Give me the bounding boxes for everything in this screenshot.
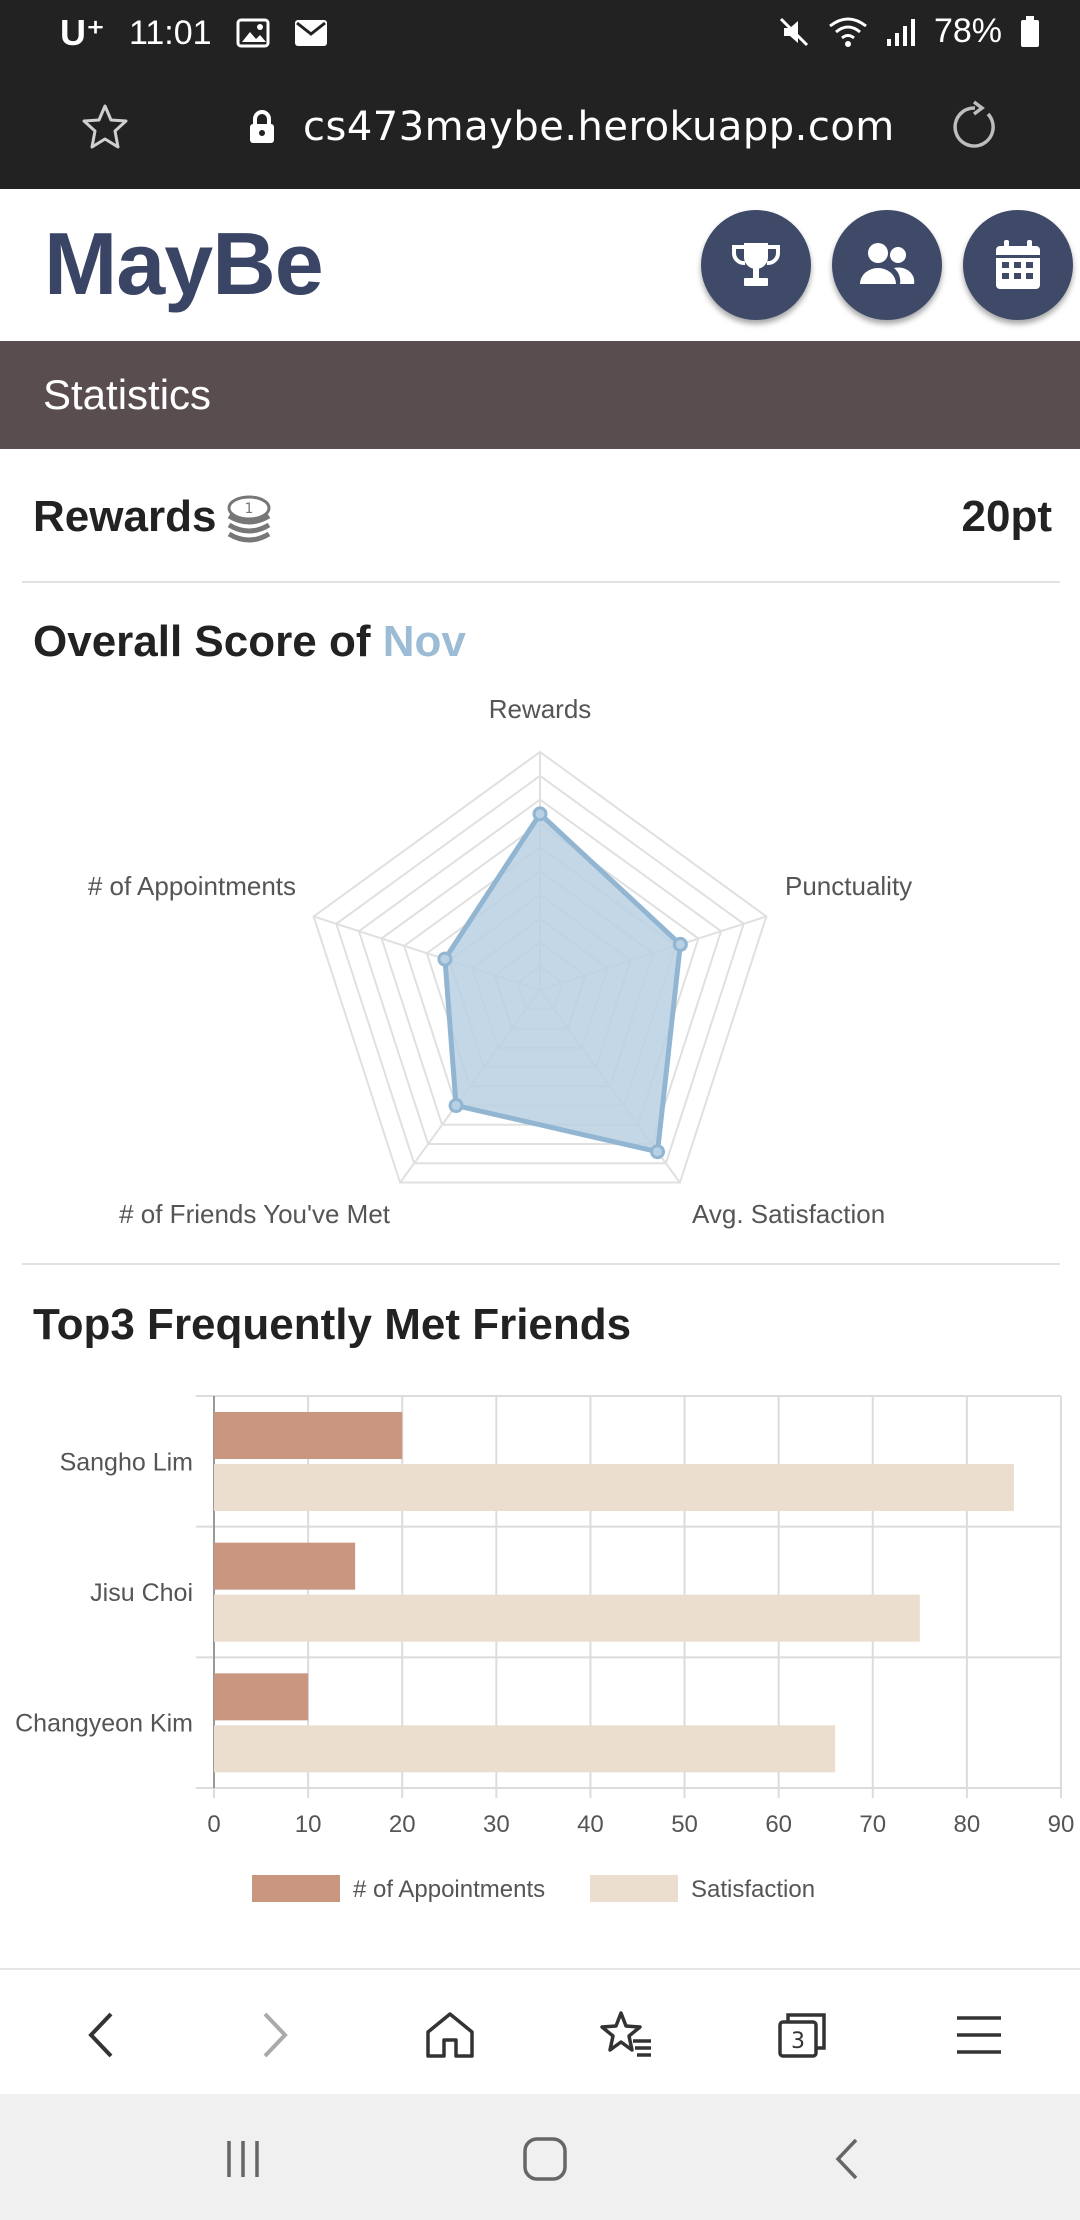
svg-text:1: 1	[245, 501, 254, 517]
overall-score-month[interactable]: Nov	[382, 617, 466, 666]
browser-toolbar: 3	[0, 1968, 1080, 2094]
legend-swatch	[590, 1875, 678, 1902]
mail-icon	[294, 20, 327, 46]
hamburger-menu-icon	[957, 2016, 1001, 2054]
top3-title: Top3 Frequently Met Friends	[33, 1300, 632, 1349]
svg-text:3: 3	[791, 2029, 805, 2054]
x-tick-label: 0	[207, 1811, 220, 1838]
divider	[22, 581, 1060, 583]
menu-button[interactable]	[944, 2000, 1014, 2070]
section-title: Statistics	[43, 371, 212, 418]
recent-apps-button[interactable]	[208, 2124, 278, 2194]
overall-score-title: Overall Score of Nov	[33, 617, 466, 667]
x-tick-label: 40	[577, 1811, 604, 1838]
bookmark-list-icon	[600, 2011, 651, 2057]
bar	[214, 1725, 836, 1773]
x-tick-label: 60	[765, 1811, 792, 1838]
back-chevron-icon	[835, 2138, 858, 2180]
status-bar: U⁺ 11:01 78%	[0, 0, 1080, 64]
coins-icon: 1	[227, 495, 271, 543]
x-tick-label: 20	[389, 1811, 416, 1838]
x-tick-label: 50	[671, 1811, 698, 1838]
system-navigation-bar	[0, 2094, 1080, 2220]
back-button[interactable]	[66, 2000, 136, 2070]
y-category-label: Jisu Choi	[90, 1579, 193, 1607]
calendar-button[interactable]	[963, 210, 1073, 320]
home-square-icon	[523, 2137, 567, 2181]
radar-axis-label: Punctuality	[785, 871, 912, 901]
radar-axis-label: Avg. Satisfaction	[692, 1199, 885, 1229]
trophy-icon	[731, 243, 781, 286]
browser-url-bar: cs473maybe.herokuapp.com	[0, 64, 1080, 189]
friends-icon	[860, 243, 915, 284]
battery-icon	[1021, 15, 1039, 47]
friends-button[interactable]	[832, 210, 942, 320]
chevron-right-icon	[263, 2012, 288, 2058]
bar	[214, 1542, 356, 1590]
tabs-icon: 3	[778, 2013, 826, 2058]
tabs-button[interactable]: 3	[767, 2000, 837, 2070]
app-header: MayBe	[0, 189, 1080, 341]
chevron-left-icon	[88, 2012, 113, 2058]
rewards-points: 20pt	[961, 492, 1052, 541]
bookmarks-button[interactable]	[591, 2000, 661, 2070]
divider	[22, 1263, 1060, 1265]
reload-icon[interactable]	[948, 100, 1002, 154]
signal-icon	[886, 18, 915, 46]
x-tick-label: 80	[954, 1811, 981, 1838]
radar-grid-ring	[335, 774, 745, 1165]
overall-score-prefix: Overall Score of	[33, 617, 371, 666]
carrier-label: U⁺	[60, 12, 105, 53]
x-tick-label: 70	[859, 1811, 886, 1838]
battery-percent: 78%	[933, 12, 1002, 50]
url-text[interactable]: cs473maybe.herokuapp.com	[303, 104, 895, 150]
system-home-button[interactable]	[510, 2124, 580, 2194]
rewards-button[interactable]	[701, 210, 811, 320]
forward-button[interactable]	[240, 2000, 310, 2070]
home-icon	[426, 2012, 474, 2058]
x-tick-label: 90	[1048, 1811, 1075, 1838]
home-button[interactable]	[415, 2000, 485, 2070]
bar	[214, 1594, 920, 1642]
clock: 11:01	[129, 13, 212, 52]
y-category-label: Sangho Lim	[60, 1448, 193, 1476]
radar-data-point	[437, 951, 453, 967]
lock-icon	[250, 110, 274, 143]
radar-data-point	[672, 936, 688, 952]
radar-grid-ring	[312, 750, 768, 1184]
radar-data-point	[448, 1098, 464, 1114]
bookmark-star-icon[interactable]	[80, 102, 130, 152]
legend-swatch	[252, 1875, 340, 1902]
recent-apps-icon	[227, 2141, 259, 2177]
app-logo[interactable]: MayBe	[44, 214, 324, 313]
radar-axis-label: # of Appointments	[88, 871, 296, 901]
radar-axis-label: Rewards	[489, 694, 592, 724]
bar	[214, 1673, 309, 1721]
radar-axis-label: # of Friends You've Met	[119, 1199, 391, 1229]
bar	[214, 1464, 1014, 1511]
x-tick-label: 10	[295, 1811, 322, 1838]
bar-chart: 0 10 20 30 40 50 60 70 80 90 Sangho Lim Jisu Choi Ch…	[15, 1395, 1075, 1903]
gallery-icon	[236, 18, 270, 48]
y-category-label: Changyeon Kim	[15, 1710, 193, 1738]
legend-label: Satisfaction	[691, 1876, 815, 1903]
radar-data-point	[650, 1144, 666, 1160]
mute-icon	[779, 17, 808, 46]
radar-grid-ring	[357, 798, 723, 1146]
calendar-icon	[996, 240, 1040, 289]
bar	[214, 1412, 403, 1459]
wifi-icon	[829, 17, 867, 47]
x-tick-label: 30	[483, 1811, 510, 1838]
radar-chart: Rewards Punctuality Avg. Satisfaction # of …	[88, 694, 912, 1229]
rewards-label: Rewards	[33, 492, 217, 541]
radar-data-area	[442, 811, 683, 1155]
legend-label: # of Appointments	[353, 1876, 545, 1903]
system-back-button[interactable]	[812, 2124, 882, 2194]
radar-data-point	[532, 806, 548, 822]
section-header: Statistics	[0, 341, 1080, 449]
